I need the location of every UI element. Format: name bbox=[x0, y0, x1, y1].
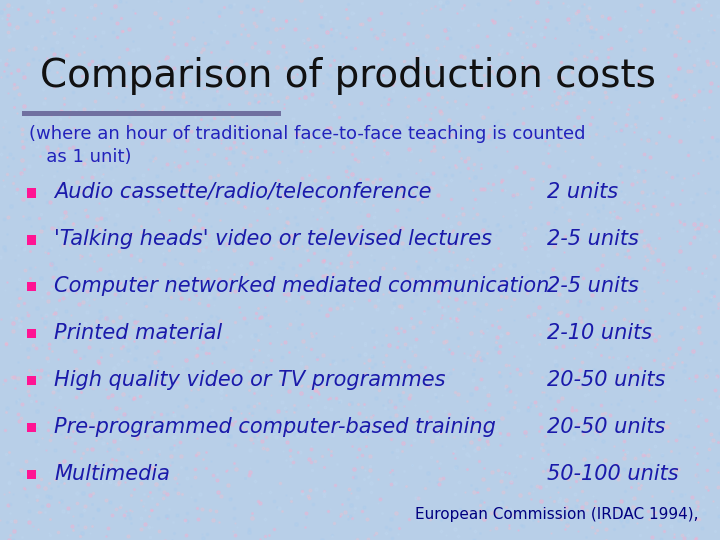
Text: Pre-programmed computer-based training: Pre-programmed computer-based training bbox=[54, 416, 496, 437]
Bar bbox=[22, 111, 281, 116]
Bar bbox=[27, 188, 37, 198]
Text: as 1 unit): as 1 unit) bbox=[29, 148, 131, 166]
Text: 'Talking heads' video or televised lectures: 'Talking heads' video or televised lectu… bbox=[54, 228, 492, 249]
Text: Comparison of production costs: Comparison of production costs bbox=[40, 57, 655, 94]
Text: European Commission (IRDAC 1994),: European Commission (IRDAC 1994), bbox=[415, 507, 698, 522]
Bar bbox=[27, 376, 37, 386]
Bar bbox=[27, 235, 37, 245]
Bar bbox=[27, 423, 37, 433]
Text: Printed material: Printed material bbox=[54, 322, 222, 343]
Text: (where an hour of traditional face-to-face teaching is counted: (where an hour of traditional face-to-fa… bbox=[29, 125, 585, 143]
Bar bbox=[27, 329, 37, 339]
Text: Computer networked mediated communication: Computer networked mediated communicatio… bbox=[54, 275, 549, 296]
Text: 2 units: 2 units bbox=[547, 181, 618, 202]
Text: Multimedia: Multimedia bbox=[54, 463, 170, 484]
Text: 2-5 units: 2-5 units bbox=[547, 228, 639, 249]
Text: 20-50 units: 20-50 units bbox=[547, 416, 665, 437]
Bar bbox=[27, 470, 37, 480]
Text: Audio cassette/radio/teleconference: Audio cassette/radio/teleconference bbox=[54, 181, 431, 202]
Text: 2-5 units: 2-5 units bbox=[547, 275, 639, 296]
Bar bbox=[27, 282, 37, 292]
Text: 50-100 units: 50-100 units bbox=[547, 463, 679, 484]
Text: High quality video or TV programmes: High quality video or TV programmes bbox=[54, 369, 446, 390]
Text: 20-50 units: 20-50 units bbox=[547, 369, 665, 390]
Text: 2-10 units: 2-10 units bbox=[547, 322, 652, 343]
